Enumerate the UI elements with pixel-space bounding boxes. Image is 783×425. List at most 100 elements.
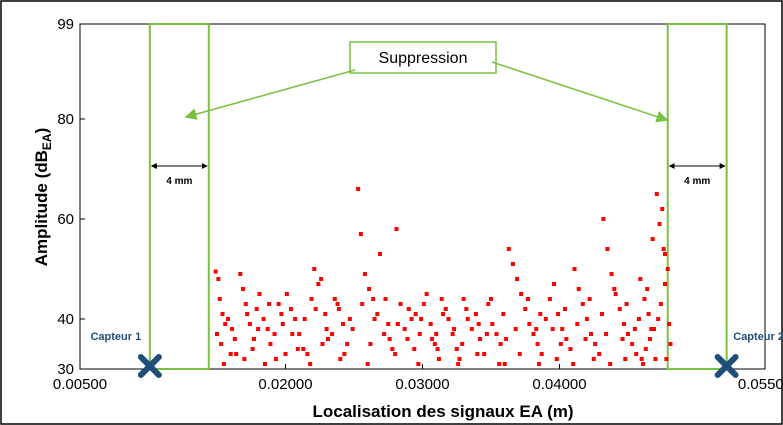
- data-point: [621, 322, 626, 326]
- data-point: [484, 332, 489, 336]
- data-point: [319, 277, 324, 281]
- data-point: [597, 352, 602, 356]
- data-point: [443, 307, 448, 311]
- data-point: [662, 252, 667, 256]
- data-point: [657, 222, 662, 226]
- data-point: [502, 362, 507, 366]
- data-point: [624, 302, 629, 306]
- zone-width-label: 4 mm: [166, 176, 192, 187]
- data-point: [465, 317, 470, 321]
- data-point: [342, 352, 347, 356]
- data-point: [473, 312, 478, 316]
- data-point: [531, 332, 536, 336]
- data-point: [478, 337, 483, 341]
- data-point: [358, 232, 363, 236]
- data-point: [482, 352, 487, 356]
- y-tick-label: 99: [57, 16, 74, 33]
- data-point: [383, 297, 388, 301]
- data-point: [421, 302, 426, 306]
- sensor-cross-stroke: [137, 354, 162, 378]
- data-point: [646, 312, 651, 316]
- data-point: [325, 337, 330, 341]
- data-point: [636, 317, 641, 321]
- data-point: [490, 322, 495, 326]
- data-point: [601, 217, 606, 221]
- data-point: [658, 302, 663, 306]
- data-point: [362, 272, 367, 276]
- data-point: [450, 332, 455, 336]
- sensor-marker: [137, 354, 162, 378]
- data-point: [309, 297, 314, 301]
- data-point: [336, 307, 341, 311]
- data-point: [439, 297, 444, 301]
- data-point: [613, 292, 618, 296]
- data-point: [378, 252, 383, 256]
- data-point: [457, 357, 462, 361]
- data-point: [461, 297, 466, 301]
- data-point: [279, 312, 284, 316]
- y-axis-ticks: 30 40 60 80 99: [57, 16, 85, 378]
- y-tick-label: 60: [57, 211, 74, 228]
- data-point: [417, 332, 422, 336]
- data-point: [517, 352, 522, 356]
- zone-width-label: 4 mm: [684, 176, 710, 187]
- data-point: [217, 297, 222, 301]
- data-point: [513, 327, 518, 331]
- data-point: [584, 317, 589, 321]
- data-point: [510, 262, 515, 266]
- data-point: [535, 342, 540, 346]
- data-point: [571, 362, 576, 366]
- data-point: [441, 312, 446, 316]
- data-point: [323, 312, 328, 316]
- data-point: [232, 337, 237, 341]
- callout-box: [349, 41, 497, 74]
- data-point: [375, 312, 380, 316]
- data-point: [547, 297, 552, 301]
- data-point: [316, 282, 321, 286]
- y-axis-label-main: Amplitude (dB: [32, 150, 51, 266]
- data-point: [623, 357, 628, 361]
- data-point: [288, 307, 293, 311]
- data-point: [393, 352, 398, 356]
- data-point: [308, 362, 313, 366]
- data-point: [630, 342, 635, 346]
- sensor-marker: [714, 354, 739, 378]
- data-point: [305, 352, 310, 356]
- data-point: [254, 307, 259, 311]
- data-point: [525, 297, 530, 301]
- data-point: [562, 307, 567, 311]
- data-point: [576, 287, 581, 291]
- data-point: [575, 322, 580, 326]
- data-point: [638, 277, 643, 281]
- data-point: [350, 327, 355, 331]
- data-point: [247, 322, 252, 326]
- data-point: [536, 362, 541, 366]
- data-points: [213, 187, 673, 366]
- data-point: [620, 337, 625, 341]
- data-point: [641, 362, 646, 366]
- data-point: [424, 292, 429, 296]
- data-point: [583, 337, 588, 341]
- data-point: [515, 277, 520, 281]
- data-point: [476, 322, 481, 326]
- data-point: [276, 302, 281, 306]
- data-point: [639, 357, 644, 361]
- data-point: [283, 352, 288, 356]
- data-point: [452, 327, 457, 331]
- data-point: [605, 247, 610, 251]
- callout-arrow-left: [184, 69, 356, 120]
- x-axis-label: Localisation des signaux EA (m): [312, 402, 573, 421]
- data-point: [654, 192, 659, 196]
- data-point: [394, 227, 399, 231]
- data-point: [347, 317, 352, 321]
- data-point: [558, 342, 563, 346]
- data-point: [413, 312, 418, 316]
- data-point: [416, 362, 421, 366]
- data-point: [398, 302, 403, 306]
- data-point: [368, 342, 373, 346]
- data-point: [560, 327, 565, 331]
- suppression-callout: Suppression: [184, 41, 669, 123]
- sensor-label: Capteur 2: [733, 331, 783, 343]
- data-point: [667, 322, 672, 326]
- data-point: [591, 357, 596, 361]
